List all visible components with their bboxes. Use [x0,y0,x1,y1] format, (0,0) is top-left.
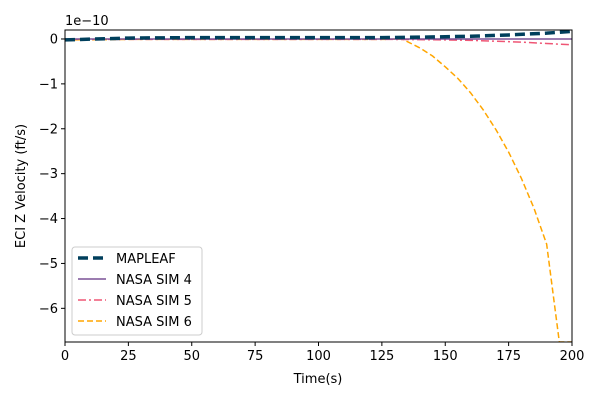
series-line-mapleaf [65,30,572,42]
legend-label: NASA SIM 5 [116,294,192,309]
y-tick-label: −6 [39,302,58,317]
y-axis: 0 −1 −2 −3 −4 −5 −6 [39,32,65,317]
legend-label: NASA SIM 4 [116,273,192,288]
y-tick-label: −3 [39,167,58,182]
y-tick-label: −2 [39,122,58,137]
x-axis: 0 25 50 75 100 125 150 175 200 [61,342,585,364]
y-tick-label: −1 [39,77,58,92]
series-layer [65,30,572,342]
y-tick-label: −5 [39,257,58,272]
legend-label: NASA SIM 6 [116,315,192,330]
y-offset-label: 1e−10 [65,14,109,29]
legend-label: MAPLEAF [116,252,176,267]
y-tick-label: −4 [39,212,58,227]
x-tick-label: 50 [183,349,200,364]
x-tick-label: 75 [247,349,264,364]
y-tick-label: 0 [50,32,58,47]
x-tick-label: 200 [560,349,585,364]
legend: MAPLEAF NASA SIM 4 NASA SIM 5 NASA SIM 6 [71,246,203,336]
x-tick-label: 25 [120,349,137,364]
legend-box [71,246,203,336]
x-axis-label: Time(s) [293,372,343,387]
x-tick-label: 150 [433,349,458,364]
series-line-nasa-sim-5 [65,38,572,46]
x-tick-label: 125 [369,349,394,364]
x-tick-label: 100 [306,349,331,364]
x-tick-label: 0 [61,349,69,364]
x-tick-label: 175 [496,349,521,364]
y-axis-label: ECI Z Velocity (ft/s) [14,124,29,248]
